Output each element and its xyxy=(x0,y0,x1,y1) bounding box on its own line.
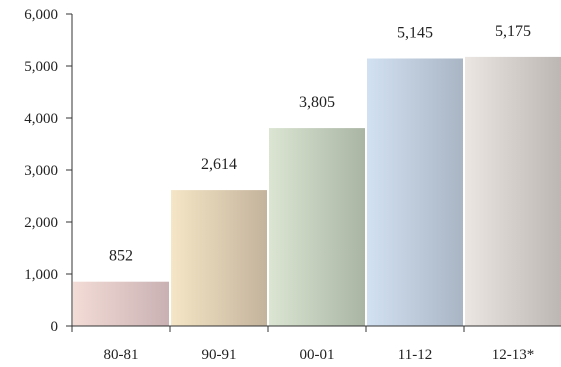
x-tick-label: 00-01 xyxy=(300,347,335,363)
x-tick-label: 80-81 xyxy=(104,347,139,363)
data-label-90-91: 2,614 xyxy=(201,156,237,173)
x-axis: 80-81 90-91 00-01 11-12 12-13* xyxy=(71,325,561,363)
y-tick-label: 2,000 xyxy=(24,215,58,231)
data-label-00-01: 3,805 xyxy=(299,94,335,111)
data-label-11-12: 5,145 xyxy=(397,25,433,42)
bar-90-91 xyxy=(171,190,267,326)
data-label-12-13*: 5,175 xyxy=(495,23,531,40)
y-tick-label: 1,000 xyxy=(24,267,58,283)
y-tick-label: 3,000 xyxy=(24,163,58,179)
bar-80-81 xyxy=(73,281,169,326)
bar-11-12 xyxy=(367,58,463,326)
data-labels-group: 852 2,614 3,805 5,145 5,175 xyxy=(109,23,531,265)
bar-00-01 xyxy=(269,128,365,326)
x-tick-label: 12-13* xyxy=(492,347,535,363)
y-axis: 0 1,000 2,000 3,000 4,000 5,000 6,000 xyxy=(24,7,73,335)
data-label-80-81: 852 xyxy=(109,248,133,265)
y-tick-label: 4,000 xyxy=(24,111,58,127)
y-tick-label: 5,000 xyxy=(24,59,58,75)
y-tick-label: 6,000 xyxy=(24,7,58,23)
bars-group xyxy=(73,56,561,327)
bar-12-13* xyxy=(465,56,561,327)
x-tick-label: 90-91 xyxy=(202,347,237,363)
x-tick-label: 11-12 xyxy=(398,347,432,363)
y-tick-label: 0 xyxy=(51,319,59,335)
